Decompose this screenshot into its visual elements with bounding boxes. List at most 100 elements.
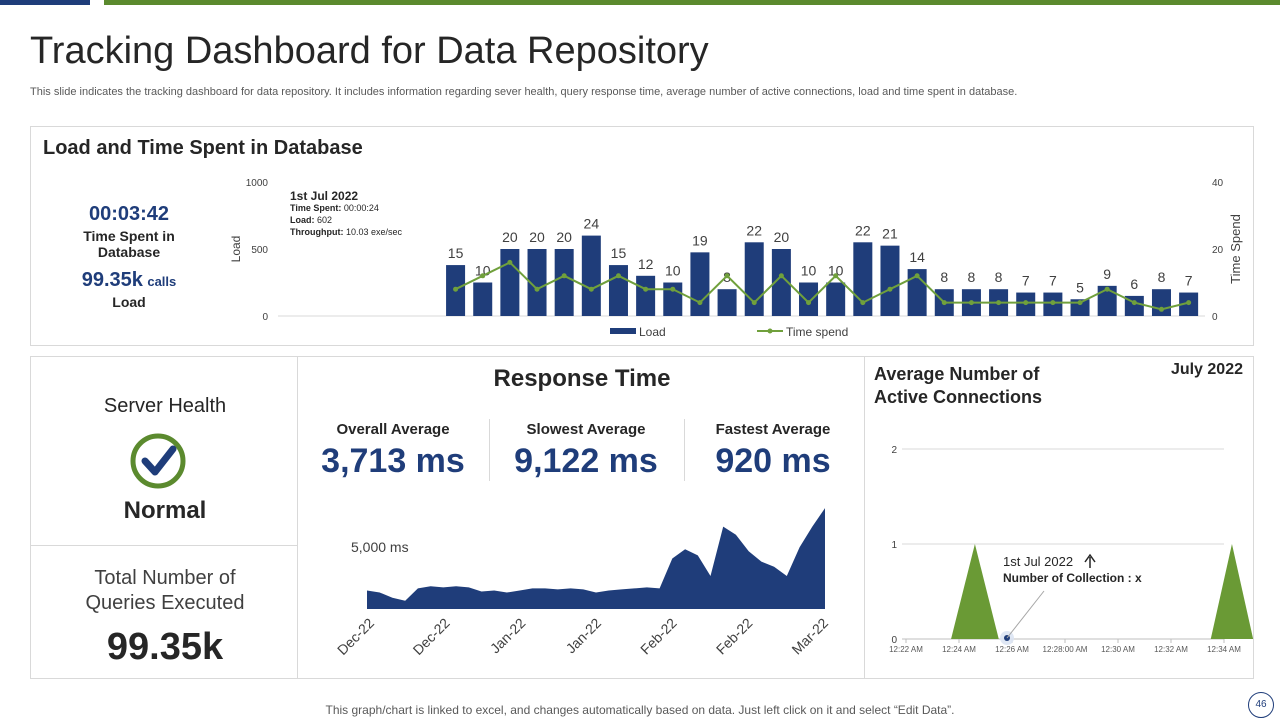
bar-data-label: 7	[1185, 273, 1193, 289]
y-axis-label: Load	[229, 236, 243, 263]
page-number: 46	[1248, 692, 1274, 718]
time-spend-point	[697, 300, 703, 306]
connections-month: July 2022	[1170, 361, 1243, 378]
slowest-average-value: 9,122 ms	[514, 442, 658, 480]
load-value: 99.35k	[81, 269, 143, 291]
bar	[771, 249, 791, 316]
bar-data-label: 9	[1103, 266, 1111, 282]
time-spend-point	[941, 300, 947, 306]
bar-data-label: 8	[1158, 269, 1166, 285]
time-spend-point	[914, 273, 920, 279]
connection-peak	[951, 544, 999, 639]
connections-title-line1: Average Number of	[874, 364, 1040, 384]
time-spend-point	[534, 286, 540, 292]
bar-data-label: 24	[584, 216, 600, 232]
queries-title-line2: Queries Executed	[85, 592, 245, 614]
time-spent-kpi: 00:03:42 Time Spent in Database	[51, 203, 207, 260]
legend-load-label: Load	[639, 325, 666, 339]
time-spend-point	[996, 300, 1002, 306]
x-tick-label: Feb-22	[713, 615, 756, 658]
x-tick-label: Jan-22	[563, 615, 605, 657]
time-spend-point	[1023, 300, 1029, 306]
page-title: Tracking Dashboard for Data Repository	[30, 30, 709, 72]
queries-value: 99.35k	[106, 626, 224, 668]
bar-data-label: 5	[1076, 279, 1084, 295]
server-health-status: Normal	[123, 497, 207, 524]
x-tick-label: 12:32 AM	[1154, 645, 1188, 654]
fastest-average-label: Fastest Average	[715, 421, 831, 438]
y-tick-label: 500	[251, 245, 268, 256]
bar-data-label: 10	[828, 263, 844, 279]
load-kpi: 99.35k calls Load	[51, 269, 207, 310]
x-tick-label: 12:24 AM	[942, 645, 976, 654]
check-circle-icon	[130, 433, 186, 489]
bar-data-label: 20	[556, 229, 572, 245]
legend-time-marker	[767, 328, 773, 334]
legend-load-swatch	[610, 328, 636, 334]
footer-note: This graph/chart is linked to excel, and…	[325, 703, 955, 717]
overall-average-stat: Overall Average 3,713 ms	[298, 421, 488, 481]
queries-panel: Total Number of Queries Executed 99.35k	[30, 545, 298, 679]
x-tick-label: Jan-22	[487, 615, 529, 657]
load-time-panel: Load and Time Spent in Database 00:03:42…	[30, 126, 1254, 346]
bar-data-label: 20	[529, 229, 545, 245]
response-time-chart: 5,000 ms Dec-22 Dec-22 Jan-22 Jan-22 Feb-22 Fe…	[334, 508, 831, 658]
time-spend-point	[833, 273, 839, 279]
y2-tick-label: 20	[1212, 245, 1224, 256]
bar-data-label: 22	[855, 222, 871, 238]
y2-axis-label: Time Spend	[1228, 214, 1243, 284]
time-spend-point	[588, 286, 594, 292]
time-spend-line	[455, 261, 1189, 311]
stat-divider	[489, 419, 490, 481]
time-spend-point	[615, 273, 621, 279]
bar	[608, 265, 628, 316]
slowest-average-label: Slowest Average	[526, 421, 646, 438]
time-spent-value: 00:03:42	[88, 203, 170, 225]
connections-title-line2: Active Connections	[874, 387, 1043, 407]
time-spend-point	[1077, 300, 1083, 306]
time-spend-point	[968, 300, 974, 306]
bar-data-label: 8	[995, 269, 1003, 285]
time-spend-point	[724, 273, 730, 279]
bar	[1151, 289, 1171, 316]
response-annotation: 5,000 ms	[351, 539, 409, 555]
top-accent-bar-green	[104, 0, 1280, 5]
server-health-title: Server Health	[103, 395, 227, 417]
bar-data-label: 21	[882, 226, 898, 242]
bar	[880, 245, 900, 316]
time-spend-point	[643, 286, 649, 292]
bar-data-label: 7	[1049, 273, 1057, 289]
bar-data-label: 8	[968, 269, 976, 285]
time-spend-point	[1131, 300, 1137, 306]
time-spend-point	[561, 273, 567, 279]
bar	[473, 282, 493, 316]
stat-divider	[684, 419, 685, 481]
y-tick-label: 1000	[246, 178, 269, 189]
page-subtitle: This slide indicates the tracking dashbo…	[30, 86, 1018, 98]
time-spend-point	[1050, 300, 1056, 306]
time-spend-point	[806, 300, 812, 306]
x-tick-label: 12:30 AM	[1101, 645, 1135, 654]
tooltip-load-value: 602	[317, 215, 333, 225]
bar-data-label: 15	[448, 245, 464, 261]
bar	[1097, 285, 1117, 316]
tooltip-throughput-value: 10.03 exe/sec	[346, 227, 403, 237]
tooltip-date: 1st Jul 2022	[290, 189, 359, 203]
bar	[581, 235, 601, 316]
bar-data-label: 20	[774, 229, 790, 245]
bar-data-label: 10	[801, 263, 817, 279]
time-spend-point	[778, 273, 784, 279]
slowest-average-stat: Slowest Average 9,122 ms	[491, 421, 681, 481]
y-tick-label: 2	[891, 445, 897, 456]
time-spend-point	[507, 259, 513, 265]
annotation-text: Number of Collection : x	[1003, 571, 1142, 585]
connection-peak	[1210, 544, 1254, 639]
tooltip-time-value: 00:00:24	[343, 203, 379, 213]
bar-data-label: 7	[1022, 273, 1030, 289]
bar-data-label: 6	[1130, 276, 1138, 292]
response-area	[367, 508, 825, 609]
x-tick-label: 12:28:00 AM	[1043, 645, 1088, 654]
y-tick-label: 0	[891, 635, 897, 646]
time-spend-point	[1104, 286, 1110, 292]
chart-tooltip: 1st Jul 2022 Time Spent: 00:00:24 Load: …	[290, 190, 402, 238]
